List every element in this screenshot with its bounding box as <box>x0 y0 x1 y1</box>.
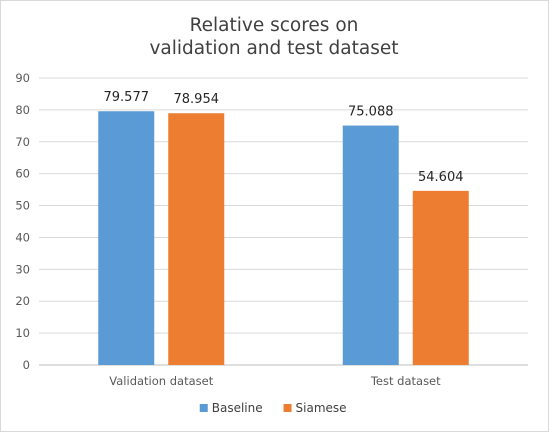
y-tick-label: 30 <box>15 262 30 276</box>
data-labels: 79.577 78.954 75.088 54.604 <box>104 90 464 185</box>
legend-swatch-baseline <box>199 404 208 412</box>
y-tick-label: 80 <box>15 103 30 117</box>
chart-title-line-1: Relative scores on <box>190 15 359 36</box>
y-tick-label: 60 <box>15 167 30 181</box>
chart-title-line-2: validation and test dataset <box>149 38 398 59</box>
legend-label-baseline: Baseline <box>212 401 263 415</box>
bar-baseline-0 <box>98 111 155 365</box>
data-label: 54.604 <box>418 170 464 185</box>
y-tick-label: 50 <box>15 199 30 213</box>
data-label: 78.954 <box>174 92 220 107</box>
x-tick-label: Validation dataset <box>109 374 213 388</box>
y-tick-label: 90 <box>15 71 30 85</box>
bars <box>98 111 469 366</box>
data-label: 79.577 <box>104 90 150 105</box>
legend-label-siamese: Siamese <box>296 401 347 415</box>
bar-baseline-1 <box>342 125 399 366</box>
bar-siamese-0 <box>168 113 225 366</box>
y-tick-label: 10 <box>15 326 30 340</box>
legend-swatch-siamese <box>283 404 292 412</box>
bar-siamese-1 <box>412 190 469 365</box>
y-tick-label: 70 <box>15 135 30 149</box>
data-label: 75.088 <box>348 105 394 120</box>
y-tick-label: 0 <box>23 358 30 372</box>
y-axis-ticks: 0 10 20 30 40 50 60 70 80 90 <box>15 71 30 372</box>
y-tick-label: 20 <box>15 294 30 308</box>
x-axis-ticks: Validation dataset Test dataset <box>109 374 441 388</box>
legend: Baseline Siamese <box>199 401 347 415</box>
y-tick-label: 40 <box>15 230 30 244</box>
x-tick-label: Test dataset <box>370 374 441 388</box>
